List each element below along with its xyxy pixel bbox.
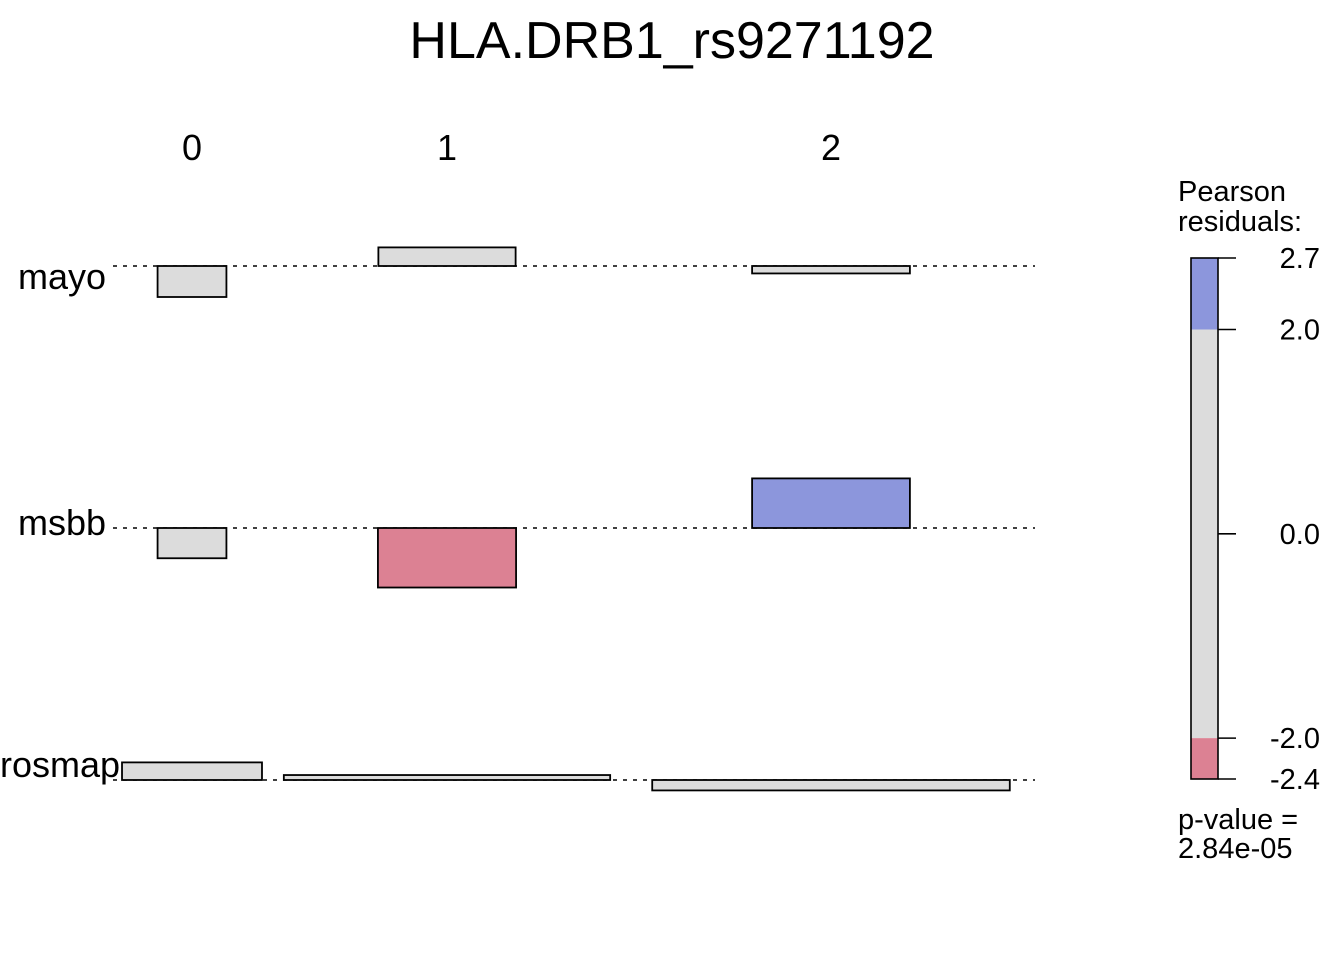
p-value: 2.84e-05 <box>1178 833 1293 865</box>
cell-bar-rosmap-1 <box>282 774 612 781</box>
legend: Pearson residuals: 2.7 2.0 0.0 -2.0 -2.4 <box>1178 176 1320 796</box>
legend-neutral-band <box>1191 329 1218 739</box>
cell-bar-mayo-1 <box>377 246 517 267</box>
cell-bar-rosmap-2 <box>651 779 1011 792</box>
cell-bar-mayo-2 <box>751 265 911 275</box>
column-label: 1 <box>437 127 457 168</box>
cell-bar-msbb-1 <box>377 527 517 589</box>
legend-tick-label: -2.4 <box>1270 764 1320 796</box>
legend-positive-band <box>1191 258 1218 330</box>
legend-tick-label: -2.0 <box>1270 723 1320 755</box>
row-label: rosmap <box>0 744 120 785</box>
legend-title-line-1: Pearson <box>1178 176 1286 208</box>
cell-bar-mayo-0 <box>156 265 228 298</box>
residual-bars <box>121 246 1011 792</box>
column-label: 2 <box>821 127 841 168</box>
legend-title-line-2: residuals: <box>1178 206 1302 238</box>
cell-bar-msbb-0 <box>156 527 228 560</box>
cell-bar-msbb-2 <box>751 477 911 529</box>
row-labels: mayo msbb rosmap <box>0 256 120 785</box>
legend-ticks: 2.7 2.0 0.0 -2.0 -2.4 <box>1218 243 1320 796</box>
chart-title: HLA.DRB1_rs9271192 <box>409 12 934 70</box>
row-label: mayo <box>18 256 106 297</box>
p-value-label: p-value = <box>1178 804 1298 836</box>
legend-tick-label: 2.0 <box>1280 315 1320 347</box>
column-label: 0 <box>182 127 202 168</box>
legend-tick-label: 0.0 <box>1280 519 1320 551</box>
cell-bar-rosmap-0 <box>121 761 263 781</box>
column-labels: 0 1 2 <box>182 127 841 168</box>
legend-tick-label: 2.7 <box>1280 243 1320 275</box>
row-label: msbb <box>18 502 106 543</box>
legend-color-bar <box>1190 257 1219 780</box>
legend-frame <box>1190 257 1219 780</box>
legend-negative-band <box>1191 738 1218 779</box>
